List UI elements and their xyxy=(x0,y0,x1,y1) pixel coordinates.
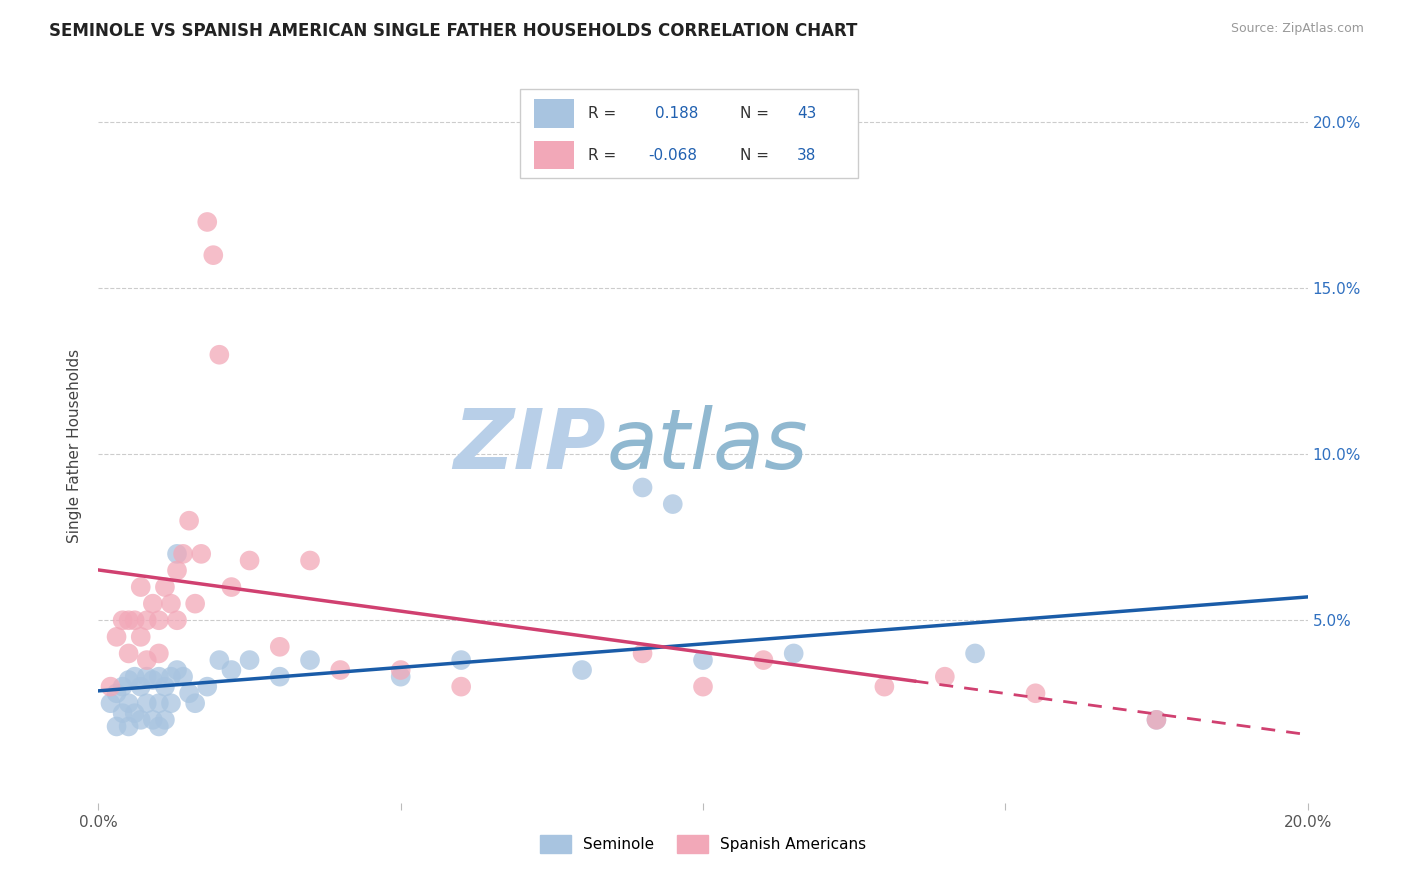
Point xyxy=(1024,686,1046,700)
Point xyxy=(124,706,146,721)
Text: R =: R = xyxy=(588,106,616,120)
Point xyxy=(124,670,146,684)
Point xyxy=(111,613,134,627)
Point xyxy=(166,564,188,578)
Point xyxy=(783,647,806,661)
Point xyxy=(692,653,714,667)
Point xyxy=(450,680,472,694)
Point xyxy=(129,680,152,694)
Point xyxy=(208,653,231,667)
Point xyxy=(631,481,654,495)
Point xyxy=(934,670,956,684)
Point xyxy=(190,547,212,561)
Point xyxy=(148,670,170,684)
Text: 38: 38 xyxy=(797,148,817,162)
Point xyxy=(153,580,176,594)
Point xyxy=(692,680,714,694)
Text: N =: N = xyxy=(740,106,769,120)
Point xyxy=(571,663,593,677)
Point xyxy=(135,670,157,684)
Point xyxy=(160,597,183,611)
Text: Source: ZipAtlas.com: Source: ZipAtlas.com xyxy=(1230,22,1364,36)
Point xyxy=(124,613,146,627)
Point xyxy=(129,713,152,727)
Text: 0.188: 0.188 xyxy=(655,106,699,120)
Point xyxy=(135,613,157,627)
Point xyxy=(239,553,262,567)
Point xyxy=(195,680,218,694)
Point xyxy=(965,647,987,661)
Point xyxy=(299,653,322,667)
Point xyxy=(172,670,194,684)
Point xyxy=(105,630,128,644)
Point xyxy=(135,696,157,710)
Point xyxy=(118,673,141,687)
Point xyxy=(1144,713,1167,727)
Point xyxy=(172,547,194,561)
Text: N =: N = xyxy=(740,148,769,162)
Point xyxy=(184,597,207,611)
Point xyxy=(105,719,128,733)
Point xyxy=(166,663,188,677)
Point xyxy=(100,680,122,694)
Bar xyxy=(534,141,574,169)
Point xyxy=(221,580,243,594)
Point xyxy=(179,514,201,528)
Bar xyxy=(534,99,574,128)
Point xyxy=(389,663,412,677)
Point xyxy=(148,719,170,733)
Point xyxy=(142,597,165,611)
Legend: Seminole, Spanish Americans: Seminole, Spanish Americans xyxy=(534,829,872,859)
Point xyxy=(142,713,165,727)
Point xyxy=(153,713,176,727)
Point xyxy=(153,680,176,694)
Point xyxy=(195,215,218,229)
Point xyxy=(202,248,225,262)
Text: ZIP: ZIP xyxy=(454,406,606,486)
Point xyxy=(105,686,128,700)
Point xyxy=(129,630,152,644)
Point xyxy=(118,613,141,627)
Point xyxy=(135,653,157,667)
Text: SEMINOLE VS SPANISH AMERICAN SINGLE FATHER HOUSEHOLDS CORRELATION CHART: SEMINOLE VS SPANISH AMERICAN SINGLE FATH… xyxy=(49,22,858,40)
Point xyxy=(208,348,231,362)
Point xyxy=(118,647,141,661)
Text: atlas: atlas xyxy=(606,406,808,486)
Point xyxy=(299,553,322,567)
Point xyxy=(184,696,207,710)
Point xyxy=(160,696,183,710)
Text: 43: 43 xyxy=(797,106,817,120)
Point xyxy=(148,613,170,627)
Point xyxy=(329,663,352,677)
Text: R =: R = xyxy=(588,148,616,162)
Point xyxy=(873,680,896,694)
Point xyxy=(118,719,141,733)
Point xyxy=(166,613,188,627)
Point xyxy=(1144,713,1167,727)
FancyBboxPatch shape xyxy=(520,89,858,178)
Point xyxy=(111,680,134,694)
Point xyxy=(129,580,152,594)
Point xyxy=(160,670,183,684)
Point xyxy=(239,653,262,667)
Point xyxy=(166,547,188,561)
Point xyxy=(148,696,170,710)
Point xyxy=(269,640,291,654)
Point xyxy=(221,663,243,677)
Text: -0.068: -0.068 xyxy=(648,148,697,162)
Point xyxy=(142,673,165,687)
Point xyxy=(111,706,134,721)
Point xyxy=(269,670,291,684)
Point xyxy=(389,670,412,684)
Point xyxy=(450,653,472,667)
Point xyxy=(148,647,170,661)
Point xyxy=(100,696,122,710)
Point xyxy=(179,686,201,700)
Point xyxy=(752,653,775,667)
Point xyxy=(661,497,683,511)
Point xyxy=(118,696,141,710)
Y-axis label: Single Father Households: Single Father Households xyxy=(67,349,83,543)
Point xyxy=(631,647,654,661)
